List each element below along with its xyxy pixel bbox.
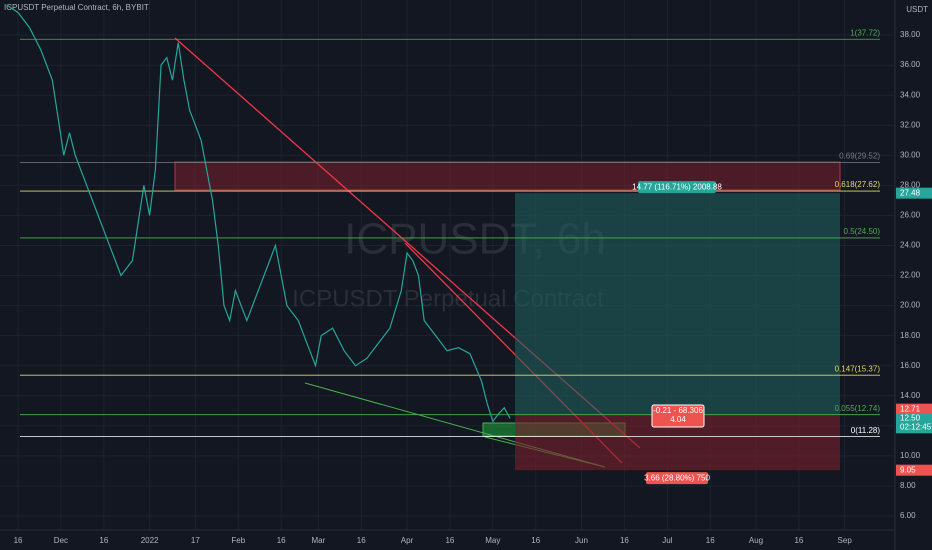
- y-tick-label: 30.00: [900, 150, 921, 159]
- y-tick-label: 10.00: [900, 451, 921, 460]
- fib-label: 1(37.72): [850, 28, 880, 37]
- target-label: 14.77 (116.71%) 2008.88: [632, 182, 722, 191]
- x-tick-label: May: [485, 536, 500, 545]
- stop-label: 3.66 (28.80%) 750: [644, 473, 710, 482]
- y-tick-label: 38.00: [900, 30, 921, 39]
- y-tick-label: 34.00: [900, 90, 921, 99]
- target-box: [515, 193, 840, 416]
- y-tick-label: 14.00: [900, 391, 921, 400]
- x-tick-label: 16: [620, 536, 629, 545]
- fib-label: 0.69(29.52): [839, 152, 880, 161]
- x-tick-label: 16: [794, 536, 803, 545]
- open-label: -0.21 - 68.306: [653, 406, 703, 415]
- y-tick-label: 26.00: [900, 211, 921, 220]
- x-tick-label: Jun: [575, 536, 588, 545]
- price-badge: [896, 413, 932, 434]
- x-tick-label: Sep: [838, 536, 853, 545]
- y-tick-label: 18.00: [900, 331, 921, 340]
- y-tick-label: 20.00: [900, 301, 921, 310]
- fib-label: 0.147(15.37): [835, 364, 881, 373]
- price-badge: [896, 403, 932, 415]
- x-tick-label: 16: [14, 536, 23, 545]
- price-badge-label: 9.05: [900, 465, 916, 474]
- price-badge: [896, 464, 932, 476]
- price-badge-sub: 02:12:45: [900, 422, 932, 431]
- x-tick-label: 16: [357, 536, 366, 545]
- x-tick-label: 2022: [141, 536, 159, 545]
- target-label-bg: [638, 181, 716, 194]
- x-tick-label: Apr: [401, 536, 414, 545]
- fib-label: 0.055(12.74): [835, 404, 881, 413]
- x-tick-label: Dec: [54, 536, 68, 545]
- x-tick-label: Feb: [231, 536, 245, 545]
- open-label-bg: [651, 404, 705, 428]
- price-badge-label: 12.71: [900, 404, 921, 413]
- price-badge-label: 27.48: [900, 188, 921, 197]
- stop-label-bg: [646, 472, 708, 485]
- price-line: [6, 4, 511, 423]
- y-tick-label: 8.00: [900, 481, 916, 490]
- y-tick-label: 24.00: [900, 241, 921, 250]
- y-tick-label: 36.00: [900, 60, 921, 69]
- x-tick-label: 16: [706, 536, 715, 545]
- x-tick-label: Jul: [662, 536, 672, 545]
- fib-label: 0.618(27.62): [835, 180, 881, 189]
- chart-title: ICPUSDT Perpetual Contract, 6h, BYBIT: [4, 3, 149, 12]
- x-tick-label: 16: [99, 536, 108, 545]
- fib-label: 0(11.28): [851, 426, 881, 435]
- currency: USDT: [906, 5, 928, 14]
- drawings: [174, 37, 841, 471]
- y-tick-label: 32.00: [900, 120, 921, 129]
- open-sub: 4.04: [670, 415, 686, 424]
- x-tick-label: Mar: [311, 536, 325, 545]
- resistance-zone: [174, 161, 841, 191]
- price-badge-label: 12.50: [900, 413, 921, 422]
- y-tick-label: 28.00: [900, 180, 921, 189]
- y-tick-label: 6.00: [900, 511, 916, 520]
- x-tick-label: 16: [531, 536, 540, 545]
- y-tick-label: 16.00: [900, 361, 921, 370]
- x-tick-label: 16: [277, 536, 286, 545]
- x-tick-label: 16: [445, 536, 454, 545]
- fib-label: 0.5(24.50): [844, 227, 881, 236]
- x-tick-label: Aug: [749, 536, 763, 545]
- price-badge: [896, 187, 932, 199]
- y-tick-label: 22.00: [900, 271, 921, 280]
- x-tick-label: 17: [191, 536, 200, 545]
